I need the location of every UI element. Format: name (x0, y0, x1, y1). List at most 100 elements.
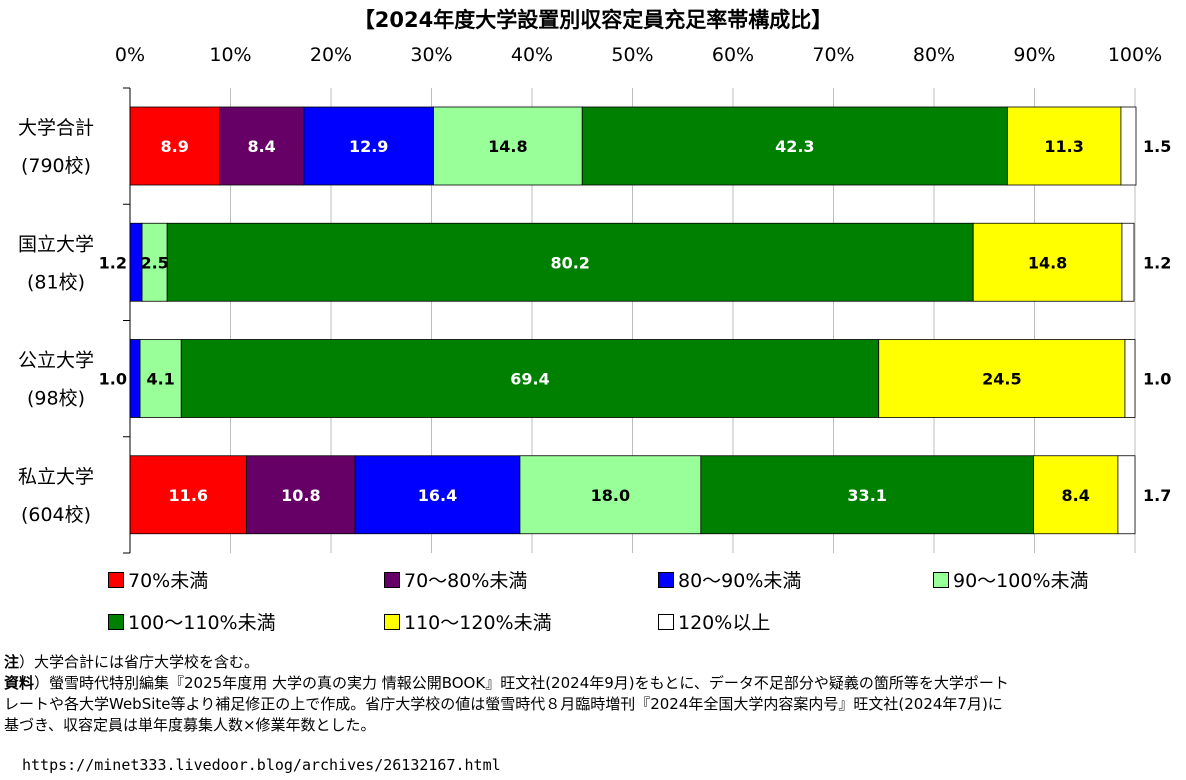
bar-segment (519, 455, 702, 535)
bar-segment (354, 455, 521, 535)
legend-item: 80～90%未満 (658, 566, 801, 593)
x-tick-label: 90% (1013, 44, 1055, 66)
bar-segment (581, 106, 1008, 186)
x-tick-labels: 0% 10% 20% 30% 40% 50% 60% 70% 80% 90% 100% (115, 44, 1162, 66)
bar-segment (700, 455, 1034, 535)
bar-segment (141, 222, 168, 302)
category-labels: 大学合計 (790校) 国立大学 (81校) 公立大学 (98校) 私立大学 (604校) (18, 117, 94, 526)
x-tick-label: 50% (611, 44, 653, 66)
data-label: 8.4 (1062, 486, 1090, 505)
legend-swatch (933, 572, 949, 588)
legend-swatch (658, 572, 674, 588)
data-label: 16.4 (418, 486, 457, 505)
legend-label: 120%以上 (678, 612, 771, 634)
data-label: 4.1 (146, 370, 174, 389)
data-label: 1.7 (1143, 486, 1171, 505)
legend-label: 80～90%未満 (678, 570, 802, 592)
data-label: 1.0 (99, 370, 127, 389)
category-name: 私立大学 (18, 466, 94, 488)
source-text-3: 基づき、収容定員は単年度募集人数×修業年数とした。 (4, 716, 376, 734)
legend-item: 120%以上 (658, 608, 770, 635)
data-label: 1.2 (99, 253, 127, 272)
legend-item: 100～110%未満 (108, 608, 276, 635)
source-url[interactable]: https://minet333.livedoor.blog/archives/… (22, 756, 501, 774)
bar-segment (303, 106, 434, 186)
source-line: 資料）螢雪時代特別編集『2025年度用 大学の真の実力 情報公開BOOK』旺文社… (4, 673, 1184, 694)
legend-label: 110～120%未満 (404, 612, 552, 634)
x-tick-label: 60% (712, 44, 754, 66)
legend: 70%未満 70～80%未満 80～90%未満 90～100%未満 100～110%未満… (0, 560, 1186, 640)
x-tick-label: 100% (1108, 44, 1162, 66)
data-label: 42.3 (775, 137, 814, 156)
bar-segment (219, 106, 305, 186)
legend-item: 70～80%未満 (384, 566, 527, 593)
source-line: 基づき、収容定員は単年度募集人数×修業年数とした。 (4, 715, 1184, 736)
data-label: 14.8 (488, 137, 527, 156)
bar-segment (180, 339, 880, 418)
bar-segment (1006, 106, 1122, 186)
source-head: 資料 (4, 674, 35, 692)
bar-segment (139, 339, 182, 418)
bar-segment (1117, 455, 1136, 535)
data-label: 10.8 (281, 486, 320, 505)
data-label: 1.2 (1143, 253, 1171, 272)
legend-label: 90～100%未満 (953, 570, 1089, 592)
legend-swatch (658, 614, 674, 630)
legend-swatch (384, 572, 400, 588)
data-label: 14.8 (1028, 253, 1067, 272)
bar-segment (1124, 339, 1136, 418)
legend-item: 90～100%未満 (933, 566, 1089, 593)
bar-segment (972, 222, 1123, 302)
bar-segment (1033, 455, 1119, 535)
legend-swatch (108, 614, 124, 630)
legend-swatch (108, 572, 124, 588)
bar-segment (1121, 222, 1135, 302)
source-text-2: レートや各大学WebSite等より補足修正の上で作成。省庁大学校の値は螢雪時代８… (4, 695, 1003, 713)
data-label: 1.0 (1143, 370, 1171, 389)
category-name: 国立大学 (18, 233, 94, 255)
bar-segment (246, 455, 356, 535)
source-line: レートや各大学WebSite等より補足修正の上で作成。省庁大学校の値は螢雪時代８… (4, 694, 1184, 715)
bars (129, 106, 1137, 535)
data-label: 12.9 (349, 137, 388, 156)
bar-segment (1120, 106, 1137, 186)
data-label: 11.3 (1044, 137, 1083, 156)
x-tick-label: 10% (209, 44, 251, 66)
category-name: 公立大学 (18, 350, 94, 372)
bar-segment (129, 455, 247, 535)
data-label: 18.0 (591, 486, 630, 505)
x-tick-label: 30% (410, 44, 452, 66)
legend-swatch (384, 614, 400, 630)
data-label: 2.5 (140, 253, 168, 272)
category-count: (98校) (27, 388, 85, 410)
note-line: 注）大学合計には省庁大学校を含む。 (4, 652, 1184, 673)
stacked-bar-chart: 0% 10% 20% 30% 40% 50% 60% 70% 80% 90% 100% 大学合計 (7… (18, 44, 1172, 554)
category-name: 大学合計 (18, 117, 94, 139)
data-label: 11.6 (169, 486, 208, 505)
bar-segment (129, 106, 220, 186)
legend-item: 110～120%未満 (384, 608, 552, 635)
category-count: (790校) (21, 155, 91, 177)
data-label: 80.2 (550, 253, 589, 272)
x-tick-label: 20% (310, 44, 352, 66)
legend-label: 100～110%未満 (128, 612, 276, 634)
legend-item: 70%未満 (108, 566, 208, 593)
x-tick-label: 40% (511, 44, 553, 66)
data-label: 8.4 (247, 137, 275, 156)
bar-segment (878, 339, 1126, 418)
data-label: 8.9 (161, 137, 189, 156)
data-label: 33.1 (847, 486, 886, 505)
bar-segment (433, 106, 583, 186)
data-label: 1.5 (1143, 137, 1171, 156)
bar-segment (129, 339, 141, 418)
bar-segment (166, 222, 974, 302)
x-tick-label: 70% (812, 44, 854, 66)
data-label: 69.4 (510, 370, 549, 389)
y-axis (123, 87, 131, 554)
data-labels: 8.9 8.4 12.9 14.8 42.3 11.3 1.5 1.2 2.5 80.2 14.8 1… (99, 137, 1172, 505)
chart-title: 【2024年度大学設置別収容定員充足率帯構成比】 (353, 8, 833, 32)
note-text: ）大学合計には省庁大学校を含む。 (19, 653, 260, 671)
notes: 注）大学合計には省庁大学校を含む。 資料）螢雪時代特別編集『2025年度用 大学… (4, 652, 1184, 736)
legend-label: 70%未満 (128, 570, 209, 592)
x-tick-label: 0% (115, 44, 145, 66)
